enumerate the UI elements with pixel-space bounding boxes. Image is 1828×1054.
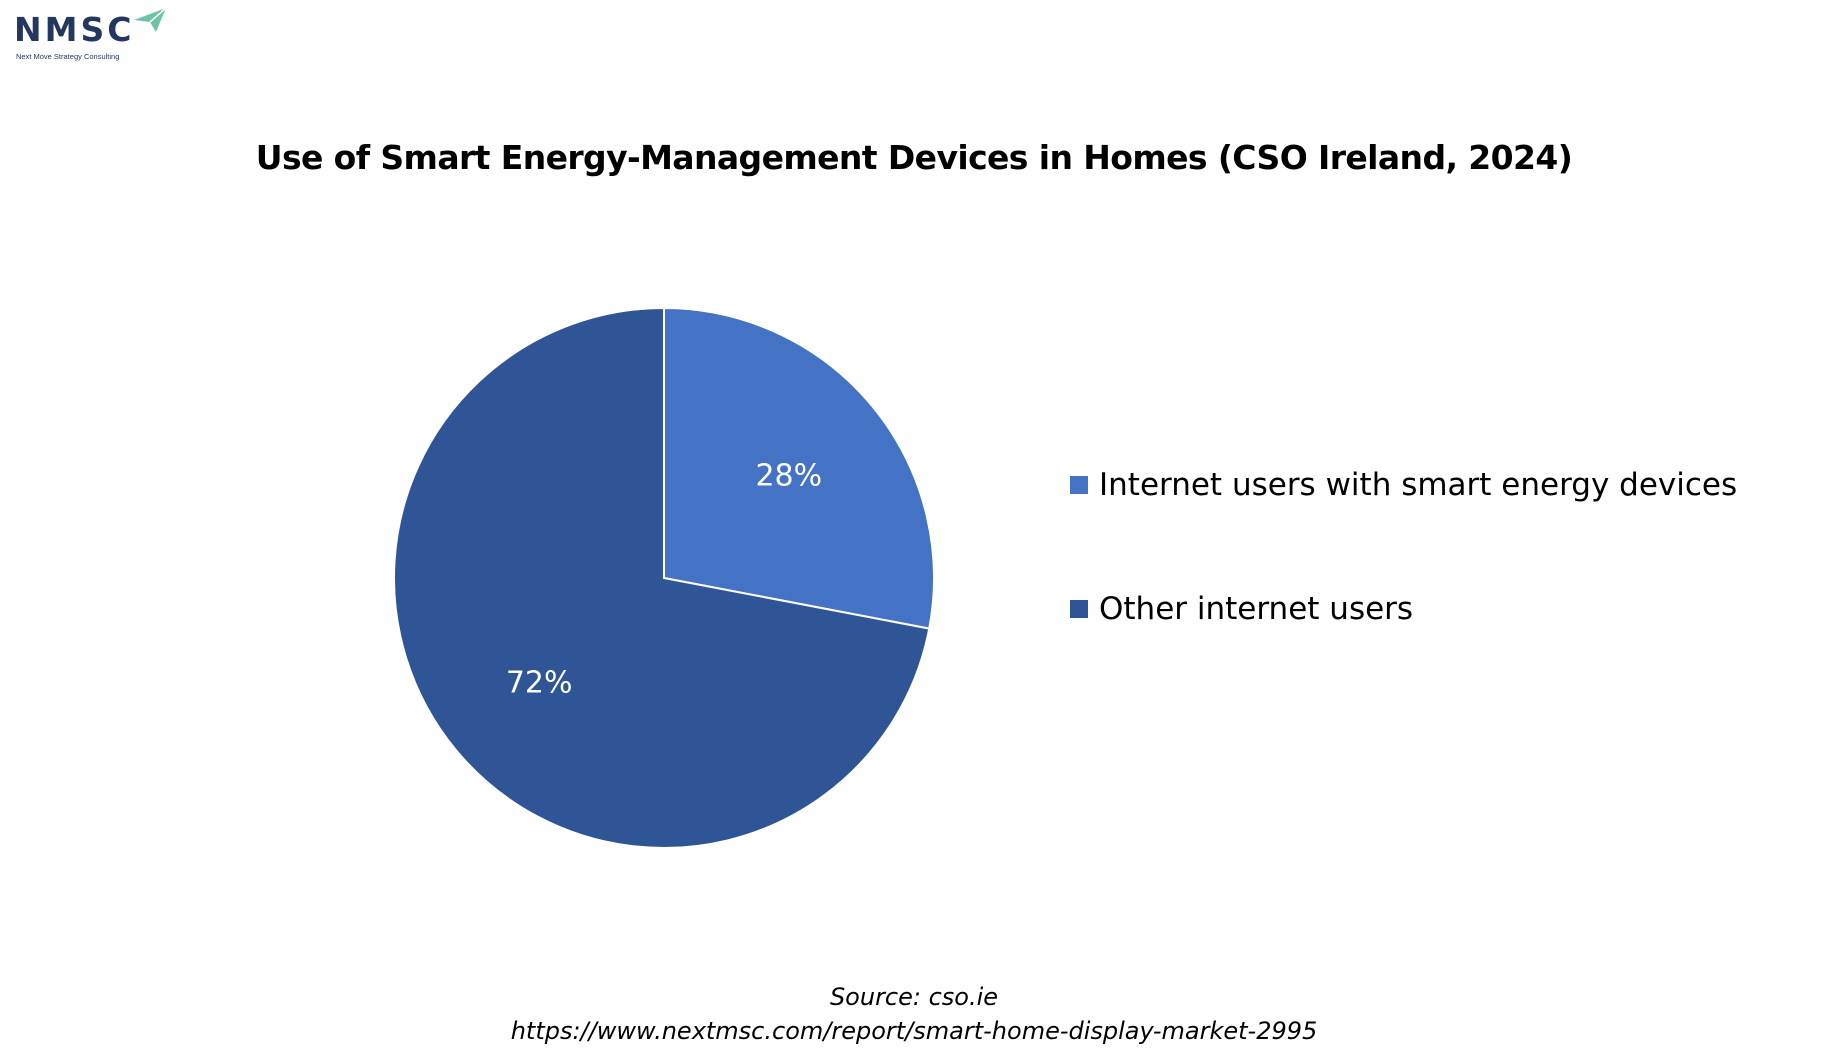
legend-label: Internet users with smart energy devices [1099, 467, 1738, 503]
legend-label: Other internet users [1099, 591, 1414, 627]
pie-data-label-1: 28% [755, 459, 822, 494]
logo-tagline: Next Move Strategy Consulting [16, 52, 120, 61]
source-note: Source: cso.ie https://www.nextmsc.com/r… [0, 980, 1828, 1048]
legend-swatch [1070, 476, 1088, 494]
pie-data-label-2: 72% [506, 665, 573, 700]
legend-item-1: Internet users with smart energy devices [1070, 465, 1737, 505]
chart-title: Use of Smart Energy-Management Devices i… [255, 138, 1573, 177]
paper-plane-icon [134, 7, 167, 32]
source-url: https://www.nextmsc.com/report/smart-hom… [510, 1017, 1318, 1045]
source-line: Source: cso.ie [829, 983, 999, 1011]
pie-slice-2 [393, 306, 931, 849]
pie-slice-1 [663, 306, 935, 630]
brand-logo: NMSC Next Move Strategy Consulting [14, 4, 167, 66]
logo-wordmark: NMSC [14, 10, 135, 49]
legend-item-2: Other internet users [1070, 589, 1737, 629]
legend-swatch [1070, 600, 1088, 618]
chart-legend: Internet users with smart energy devices… [1070, 465, 1737, 629]
